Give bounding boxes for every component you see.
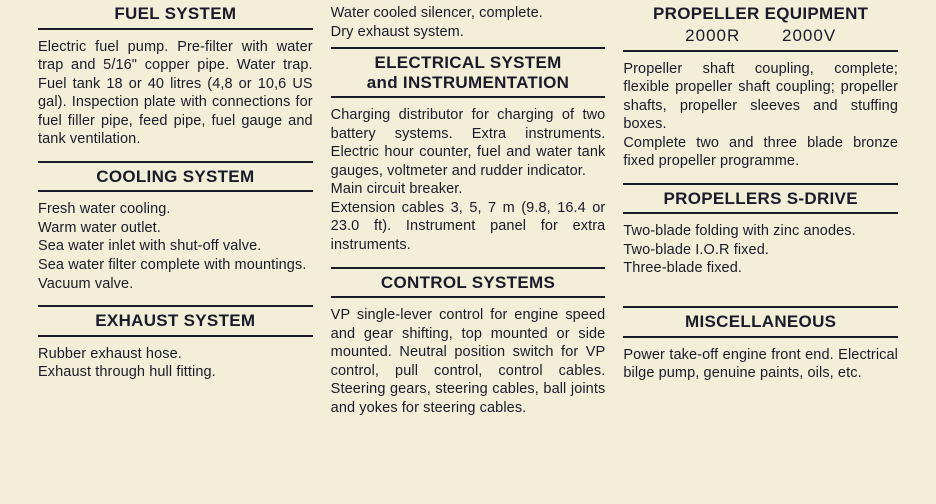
section-header-controls: CONTROL SYSTEMS <box>331 267 606 299</box>
section-body-propeller: Propeller shaft coupling, complete; flex… <box>623 60 898 171</box>
subtitle-right: 2000V <box>782 26 836 46</box>
section-body-fuel: Electric fuel pump. Pre-filter with wate… <box>38 38 313 149</box>
section-title: PROPELLER EQUIPMENT <box>623 4 898 24</box>
section-header-propeller: PROPELLER EQUIPMENT 2000R 2000V <box>623 4 898 52</box>
section-body-misc: Power take-off engine front end. Electri… <box>623 346 898 383</box>
section-header-exhaust: EXHAUST SYSTEM <box>38 305 313 337</box>
section-header-misc: MISCELLANEOUS <box>623 306 898 338</box>
section-body-pre: Water cooled silencer, complete.Dry exha… <box>331 4 606 41</box>
section-title: CONTROL SYSTEMS <box>331 273 606 293</box>
section-header-electrical: ELECTRICAL SYSTEMand INSTRUMENTATION <box>331 47 606 98</box>
section-title: EXHAUST SYSTEM <box>38 311 313 331</box>
section-title: PROPELLERS S-DRIVE <box>623 189 898 209</box>
subtitle-left: 2000R <box>685 26 740 46</box>
section-title: ELECTRICAL SYSTEMand INSTRUMENTATION <box>331 53 606 92</box>
section-body-cooling: Fresh water cooling.Warm water outlet.Se… <box>38 200 313 293</box>
section-body-controls: VP single-lever control for engine speed… <box>331 306 606 417</box>
section-body-electrical: Charging distributor for charging of two… <box>331 106 606 254</box>
section-title: COOLING SYSTEM <box>38 167 313 187</box>
column-2: Water cooled silencer, complete.Dry exha… <box>331 4 606 429</box>
section-header-fuel: FUEL SYSTEM <box>38 4 313 30</box>
section-title: FUEL SYSTEM <box>38 4 313 24</box>
section-header-sdrive: PROPELLERS S-DRIVE <box>623 183 898 215</box>
section-title: MISCELLANEOUS <box>623 312 898 332</box>
section-header-cooling: COOLING SYSTEM <box>38 161 313 193</box>
subtitle-row: 2000R 2000V <box>623 26 898 46</box>
column-1: FUEL SYSTEM Electric fuel pump. Pre-filt… <box>38 4 313 429</box>
column-3: PROPELLER EQUIPMENT 2000R 2000V Propelle… <box>623 4 898 429</box>
section-body-sdrive: Two-blade folding with zinc anodes.Two-b… <box>623 222 898 278</box>
section-body-exhaust: Rubber exhaust hose.Exhaust through hull… <box>38 345 313 382</box>
page-container: FUEL SYSTEM Electric fuel pump. Pre-filt… <box>0 0 936 439</box>
